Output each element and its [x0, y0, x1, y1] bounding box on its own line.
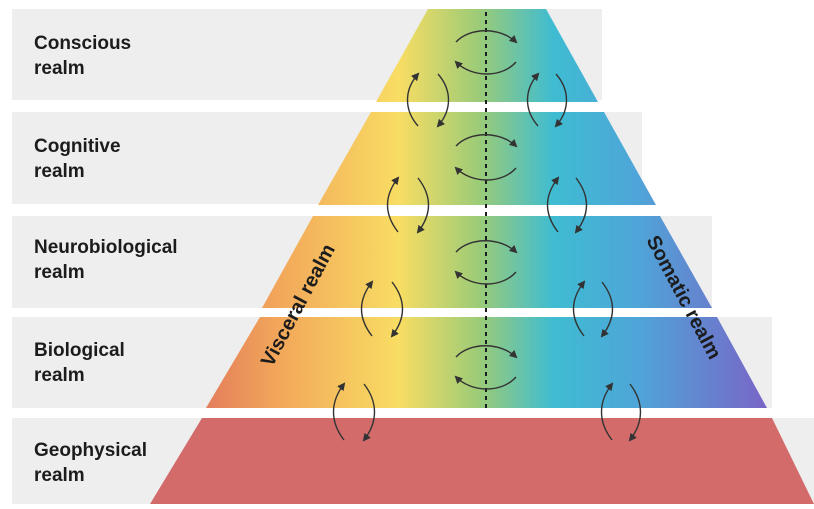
- band-geophysical: [150, 418, 814, 504]
- vertical-cycle-arrows: [332, 72, 642, 442]
- realm-label-cognitive: Cognitive realm: [34, 136, 121, 182]
- band-biological: [206, 317, 767, 408]
- realm-label-conscious: Conscious realm: [34, 33, 132, 79]
- circular-arrows-icon: [454, 30, 518, 390]
- realm-label-neurobiological: Neurobiological realm: [34, 237, 178, 283]
- realm-label-biological: Biological realm: [34, 340, 125, 386]
- realm-label-geophysical: Geophysical realm: [34, 440, 147, 486]
- pyramid-bands: [150, 9, 814, 504]
